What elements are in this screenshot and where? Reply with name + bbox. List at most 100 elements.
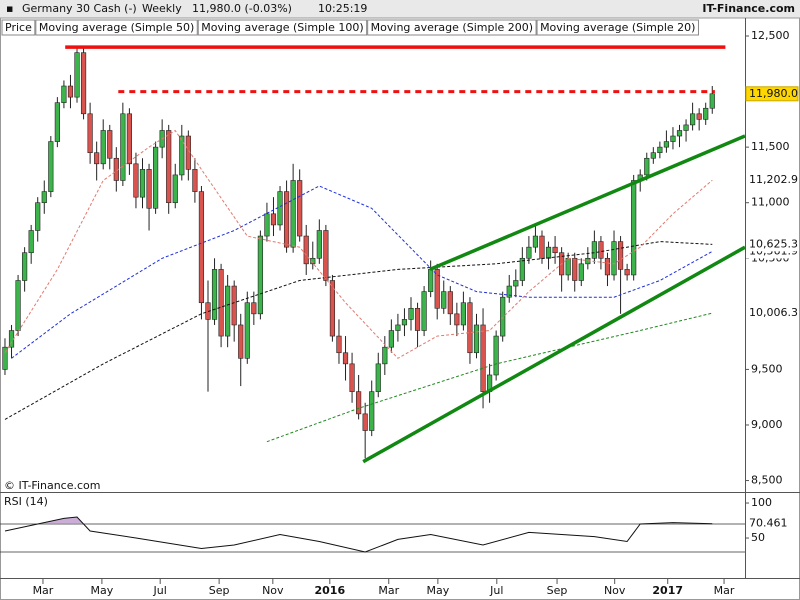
candle-body: [172, 174, 178, 204]
candle-body: [408, 307, 414, 320]
last-value-label: 10,006.3: [749, 306, 798, 319]
x-tick-label: Jul: [153, 584, 167, 597]
candle-body: [329, 280, 336, 337]
candle-body: [467, 302, 473, 354]
candle-body: [631, 180, 637, 276]
candle-body: [277, 191, 283, 226]
candle-body: [696, 113, 702, 120]
candle-body: [54, 102, 60, 142]
instrument-title: Germany 30 Cash (-): [22, 2, 137, 15]
candle-body: [395, 324, 401, 331]
candle-body: [179, 135, 185, 176]
candle-body: [441, 291, 447, 309]
candle-body: [290, 180, 296, 248]
candle-body: [362, 413, 368, 431]
last-value-box: [745, 86, 799, 102]
candle-body: [506, 285, 512, 298]
candle-body: [703, 107, 709, 120]
candle-body: [231, 285, 237, 326]
x-tick-label: 2017: [652, 584, 683, 597]
candle-body: [356, 391, 362, 415]
moving-average-line: [4, 241, 713, 420]
y-tick-label: 9,500: [751, 362, 783, 375]
y-tick-label: 8,500: [751, 474, 783, 487]
candle-body: [251, 302, 257, 315]
candle-body: [676, 130, 683, 137]
candle-body: [572, 257, 578, 281]
last-value-box: [746, 173, 798, 188]
x-tick-label: Sep: [547, 584, 568, 597]
candle-body: [591, 241, 597, 259]
candle-body: [100, 130, 106, 165]
x-tick-label: Nov: [262, 584, 284, 597]
candle-body: [48, 141, 54, 192]
legend-box: [1, 19, 36, 36]
last-value-label: 11,980.0: [749, 87, 798, 100]
candle-body: [264, 213, 270, 237]
candle-body: [336, 335, 342, 354]
candle-body: [578, 263, 584, 281]
candle-body: [401, 319, 408, 326]
legend-box: [35, 19, 198, 36]
candle-body: [67, 85, 74, 98]
candle-body: [460, 302, 466, 326]
candle-body: [22, 252, 28, 281]
last-value-box: [746, 516, 798, 531]
time: 10:25:19: [318, 2, 367, 15]
candle-body: [369, 391, 375, 431]
last-value-box: [746, 306, 798, 321]
x-tick-label: May: [426, 584, 449, 597]
x-tick-label: Jul: [489, 584, 503, 597]
candle-body: [598, 241, 604, 259]
candle-body: [323, 230, 329, 281]
candle-body: [316, 230, 322, 259]
legend-box: [197, 19, 368, 36]
y-tick-label: 9,000: [751, 418, 783, 431]
legend-entry: Moving average (Simple 50): [39, 21, 194, 34]
plot-area: [2, 45, 745, 464]
candle-body: [690, 113, 696, 126]
y-tick-label: 12,500: [751, 29, 790, 42]
candle-body: [198, 191, 205, 304]
y-tick-label: 50: [751, 531, 765, 544]
candle-body: [94, 152, 100, 165]
candle-body: [500, 296, 506, 337]
rsi-overbought-area: [4, 517, 713, 525]
candle-body: [663, 141, 670, 148]
candle-body: [480, 324, 486, 392]
candle-body: [388, 330, 394, 348]
candle-body: [257, 235, 263, 315]
moving-average-line: [11, 185, 713, 359]
candle-body: [166, 130, 172, 204]
candle-body: [650, 152, 656, 159]
candle-body: [107, 130, 113, 159]
y-tick-label: 100: [751, 496, 772, 509]
x-tick-label: Mar: [33, 584, 54, 597]
legend-entry: Moving average (Simple 100): [201, 21, 363, 34]
candle-body: [35, 202, 41, 231]
candle-body: [133, 163, 139, 198]
candle-body: [2, 346, 8, 370]
quote: 11,980.0 (-0.03%): [192, 2, 292, 15]
candle-body: [454, 313, 460, 326]
header-bar: [0, 0, 800, 18]
copyright: © IT-Finance.com: [4, 479, 101, 492]
candle-body: [192, 169, 198, 192]
legend-box: [367, 19, 537, 36]
candle-body: [421, 291, 427, 331]
candle-body: [428, 269, 434, 292]
candle-body: [683, 124, 689, 131]
candle-body: [670, 135, 676, 142]
legend-entry: Price: [5, 21, 32, 34]
candle-body: [41, 191, 47, 204]
candle-body: [624, 269, 630, 276]
legend-entry: Moving average (Simple 200): [371, 21, 533, 34]
candle-body: [225, 285, 231, 337]
candle-body: [375, 363, 381, 392]
last-value-box: [746, 237, 798, 252]
candle-body: [611, 241, 617, 276]
icon: ▪: [6, 2, 13, 15]
candle-body: [539, 235, 545, 259]
